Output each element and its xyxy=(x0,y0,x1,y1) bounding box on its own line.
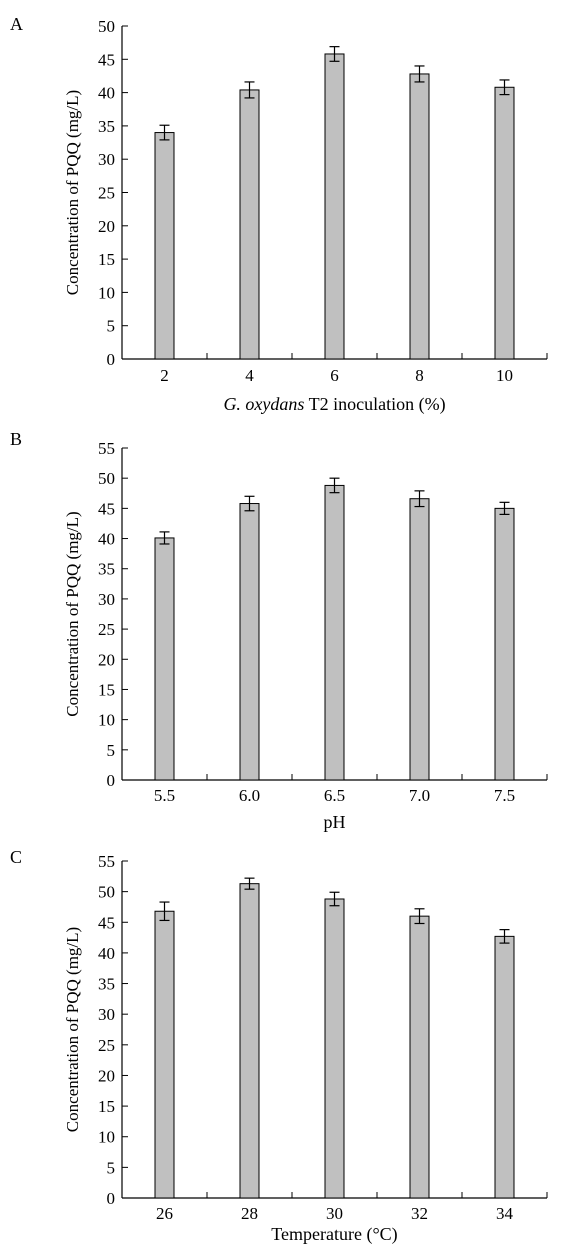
error-bar xyxy=(414,908,425,925)
bar-6.0 xyxy=(239,503,260,781)
y-tick-label: 35 xyxy=(98,117,115,136)
y-tick-label: 5 xyxy=(107,1158,116,1177)
error-bar xyxy=(499,929,510,944)
y-tick-label: 20 xyxy=(98,217,115,236)
bar-7.5 xyxy=(494,507,515,781)
panel-label: B xyxy=(10,429,22,449)
y-tick-label: 0 xyxy=(107,350,116,369)
y-tick-label: 55 xyxy=(98,852,115,871)
y-tick-label: 50 xyxy=(98,469,115,488)
error-bar xyxy=(244,495,255,512)
x-tick-label: 10 xyxy=(496,366,513,385)
error-bar xyxy=(329,46,340,62)
x-tick-label: 5.5 xyxy=(154,786,175,805)
x-tick-label: 7.5 xyxy=(494,786,515,805)
y-axis-title: Concentration of PQQ (mg/L) xyxy=(63,927,82,1132)
error-bar xyxy=(159,124,170,141)
x-axis-title: pH xyxy=(324,812,346,832)
error-bar xyxy=(244,877,255,890)
x-tick-label: 30 xyxy=(326,1204,343,1223)
x-tick-label: 6.5 xyxy=(324,786,345,805)
bar-4 xyxy=(239,89,260,360)
x-tick-label: 2 xyxy=(160,366,169,385)
x-tick-label: 6 xyxy=(330,366,339,385)
x-tick-label: 34 xyxy=(496,1204,514,1223)
panel-c: C 0 5 10 15 20 25 30 35 40 45 50 55 26 28 30 32 34 Tempera… xyxy=(10,847,548,1245)
y-tick-label: 0 xyxy=(107,1189,116,1208)
y-tick-label: 10 xyxy=(98,283,115,302)
y-tick-label: 55 xyxy=(98,439,115,458)
x-tick-label: 4 xyxy=(245,366,254,385)
x-axis-title: Temperature (°C) xyxy=(271,1224,397,1245)
error-bar xyxy=(159,531,170,545)
y-tick-label: 40 xyxy=(98,944,115,963)
x-axis-title-part: T2 inoculation (%) xyxy=(304,394,445,415)
y-tick-label: 40 xyxy=(98,84,115,103)
bar-6 xyxy=(324,53,345,360)
bar-32 xyxy=(409,915,430,1199)
y-tick-label: 20 xyxy=(98,650,115,669)
error-bar xyxy=(414,65,425,83)
bar-26 xyxy=(154,910,175,1199)
bar-28 xyxy=(239,883,260,1199)
x-axis-title: G. oxydans T2 inoculation (%) xyxy=(223,394,445,415)
y-tick-label: 30 xyxy=(98,1005,115,1024)
error-bar xyxy=(244,81,255,99)
y-tick-label: 35 xyxy=(98,560,115,579)
y-tick-label: 20 xyxy=(98,1066,115,1085)
y-tick-label: 35 xyxy=(98,975,115,994)
bar-30 xyxy=(324,898,345,1199)
error-bar xyxy=(499,79,510,96)
y-axis-title: Concentration of PQQ (mg/L) xyxy=(63,511,82,716)
x-tick-label: 7.0 xyxy=(409,786,430,805)
bar-5.5 xyxy=(154,537,175,781)
y-tick-label: 0 xyxy=(107,771,116,790)
y-tick-label: 15 xyxy=(98,680,115,699)
x-tick-label: 6.0 xyxy=(239,786,260,805)
bar-7.0 xyxy=(409,498,430,781)
y-tick-label: 40 xyxy=(98,530,115,549)
x-tick-label: 8 xyxy=(415,366,424,385)
y-tick-label: 5 xyxy=(107,741,116,760)
y-tick-label: 25 xyxy=(98,1036,115,1055)
panel-label: C xyxy=(10,847,22,867)
y-tick-label: 10 xyxy=(98,711,115,730)
y-tick-label: 10 xyxy=(98,1128,115,1147)
error-bar xyxy=(329,891,340,907)
panel-label: A xyxy=(10,14,23,34)
bar-2 xyxy=(154,132,175,360)
error-bar xyxy=(329,477,340,494)
x-axis-title-part: pH xyxy=(324,812,346,832)
y-tick-label: 25 xyxy=(98,184,115,203)
x-axis-title-part: G. oxydans xyxy=(223,394,304,414)
bar-8 xyxy=(409,73,430,360)
y-tick-label: 5 xyxy=(107,317,116,336)
y-axis-title: Concentration of PQQ (mg/L) xyxy=(63,90,82,295)
y-tick-label: 30 xyxy=(98,590,115,609)
error-bar xyxy=(159,901,170,922)
error-bar xyxy=(499,501,510,516)
panel-b: B 0 5 10 15 20 25 30 35 40 45 50 55 5.5 6.0 6.5 7.0 7.5 pH… xyxy=(10,429,548,832)
x-tick-label: 28 xyxy=(241,1204,258,1223)
y-tick-label: 15 xyxy=(98,1097,115,1116)
bar-34 xyxy=(494,935,515,1199)
x-tick-label: 26 xyxy=(156,1204,173,1223)
y-tick-label: 25 xyxy=(98,620,115,639)
y-tick-label: 45 xyxy=(98,913,115,932)
y-tick-label: 50 xyxy=(98,17,115,36)
y-tick-label: 50 xyxy=(98,883,115,902)
x-tick-label: 32 xyxy=(411,1204,428,1223)
x-axis-title-part: Temperature (°C) xyxy=(271,1224,397,1245)
y-tick-label: 15 xyxy=(98,250,115,269)
y-tick-label: 45 xyxy=(98,50,115,69)
bar-6.5 xyxy=(324,484,345,781)
error-bar xyxy=(414,490,425,508)
y-tick-label: 45 xyxy=(98,499,115,518)
panel-a: A 0 5 10 15 20 25 30 35 40 45 50 2 4 6 8 10 G. oxydans T2… xyxy=(10,14,548,415)
y-tick-label: 30 xyxy=(98,150,115,169)
bar-10 xyxy=(494,86,515,360)
